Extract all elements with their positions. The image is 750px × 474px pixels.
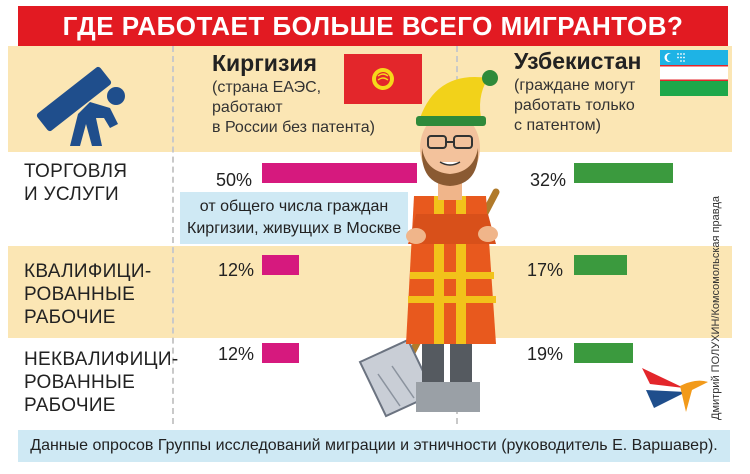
janitor-illustration [358, 70, 500, 418]
row-label-line: ТОРГОВЛЯ [24, 161, 128, 182]
subtitle-line: с патентом) [514, 117, 601, 134]
row-label-line: РОВАННЫЕ [24, 372, 136, 393]
bar-uz-unqualified [574, 343, 633, 363]
page-title: ГДЕ РАБОТАЕТ БОЛЬШЕ ВСЕГО МИГРАНТОВ? [18, 6, 728, 46]
kyrgyzstan-subtitle: (страна ЕАЭС, работают в России без пате… [212, 78, 375, 138]
illustration-credit: Дмитрий ПОЛУХИН/Комсомольская правда [710, 196, 722, 420]
row-label-line: РАБОЧИЕ [24, 307, 116, 328]
row-label-trade: ТОРГОВЛЯ И УСЛУГИ [24, 160, 127, 206]
subtitle-line: (страна ЕАЭС, [212, 79, 322, 96]
value-label-kg-trade: 50% [216, 170, 253, 190]
row-label-line: КВАЛИФИЦИ- [24, 261, 152, 282]
source-footer: Данные опросов Группы исследований мигра… [18, 430, 730, 462]
uzbekistan-title: Узбекистан [514, 48, 642, 74]
note-line: Киргизии, живущих в Москве [187, 220, 401, 237]
subtitle-line: работают [212, 99, 283, 116]
uzbekistan-flag [660, 50, 728, 96]
uzbekistan-subtitle: (граждане могут работать только с патент… [514, 76, 635, 136]
kyrgyzstan-flag [344, 54, 422, 104]
row-label-qualified: КВАЛИФИЦИ- РОВАННЫЕ РАБОЧИЕ [24, 260, 151, 329]
row-label-unqualified: НЕКВАЛИФИЦИ- РОВАННЫЕ РАБОЧИЕ [24, 348, 178, 417]
row-label-line: НЕКВАЛИФИЦИ- [24, 349, 179, 370]
row-label-line: РАБОЧИЕ [24, 395, 116, 416]
bar-uz-qualified [574, 255, 627, 275]
row-label-line: РОВАННЫЕ [24, 284, 136, 305]
value-label-uz-unqualified: 19% [527, 344, 564, 364]
column-divider [172, 46, 174, 424]
value-label-kg-unqualified: 12% [218, 344, 255, 364]
row-label-line: И УСЛУГИ [24, 184, 119, 205]
value-label-kg-qualified: 12% [218, 260, 255, 280]
subtitle-line: работать только [514, 97, 635, 114]
subtitle-line: в России без патента) [212, 119, 375, 136]
value-label-uz-trade: 32% [530, 170, 567, 190]
bar-uz-trade [574, 163, 673, 183]
subtitle-line: (граждане могут [514, 77, 636, 94]
value-label-uz-qualified: 17% [527, 260, 564, 280]
bar-kg-qualified [262, 255, 299, 275]
kyrgyzstan-title: Киргизия [212, 50, 317, 76]
publisher-bird-logo [642, 368, 708, 412]
bar-kg-unqualified [262, 343, 299, 363]
bar-kg-trade [262, 163, 417, 183]
note-line: от общего числа граждан [199, 198, 389, 215]
note-box: от общего числа граждан Киргизии, живущи… [180, 192, 408, 244]
worker-carrying-icon [36, 66, 125, 146]
